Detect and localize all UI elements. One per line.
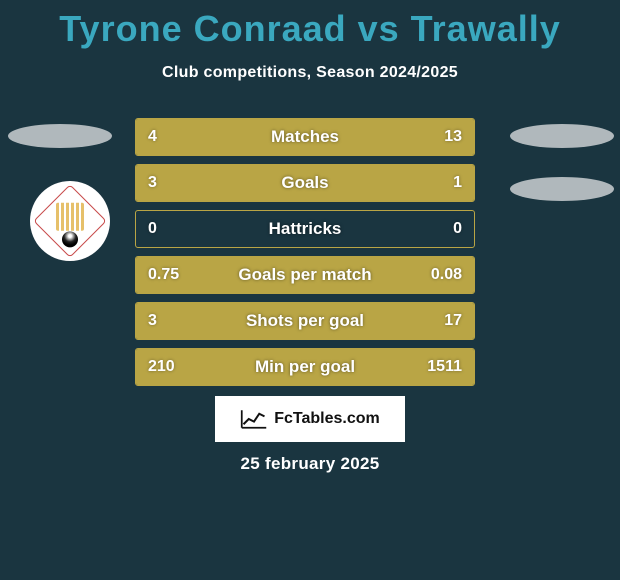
- right-value: 1: [453, 174, 462, 192]
- comparison-row: 317Shots per goal: [135, 302, 475, 340]
- club-badge-diamond: [33, 184, 107, 258]
- right-value: 1511: [427, 358, 462, 376]
- right-value: 0: [453, 220, 462, 238]
- comparison-row: 31Goals: [135, 164, 475, 202]
- subtitle: Club competitions, Season 2024/2025: [0, 64, 620, 82]
- bar-fill-left: [136, 257, 442, 293]
- comparison-row: 413Matches: [135, 118, 475, 156]
- left-value: 210: [148, 358, 175, 376]
- comparison-row: 0.750.08Goals per match: [135, 256, 475, 294]
- club-badge-ball-icon: [59, 228, 82, 251]
- row-label: Hattricks: [136, 219, 474, 239]
- player2-photo-placeholder: [510, 124, 614, 148]
- player1-photo-placeholder: [8, 124, 112, 148]
- comparison-row: 0 0Hattricks: [135, 210, 475, 248]
- date-text: 25 february 2025: [0, 454, 620, 474]
- right-value: 0.08: [431, 266, 462, 284]
- brand-text: FcTables.com: [274, 410, 380, 428]
- comparison-rows: 413Matches31Goals00Hattricks0.750.08Goal…: [135, 118, 475, 394]
- bar-fill-right: [215, 119, 474, 155]
- brand-banner: FcTables.com: [215, 396, 405, 442]
- left-value: 0: [148, 220, 157, 238]
- player2-club-placeholder: [510, 177, 614, 201]
- player1-club-badge: [30, 181, 110, 261]
- right-value: 17: [444, 312, 462, 330]
- bar-fill-left: [136, 303, 187, 339]
- left-value: 3: [148, 174, 157, 192]
- bar-fill-left: [136, 165, 390, 201]
- left-value: 3: [148, 312, 157, 330]
- bar-fill-right: [187, 303, 474, 339]
- comparison-row: 2101511Min per goal: [135, 348, 475, 386]
- club-badge-stripes-icon: [56, 203, 84, 231]
- page-title: Tyrone Conraad vs Trawally: [0, 0, 620, 50]
- left-value: 0.75: [148, 266, 179, 284]
- right-value: 13: [444, 128, 462, 146]
- left-value: 4: [148, 128, 157, 146]
- brand-chart-icon: [240, 408, 268, 430]
